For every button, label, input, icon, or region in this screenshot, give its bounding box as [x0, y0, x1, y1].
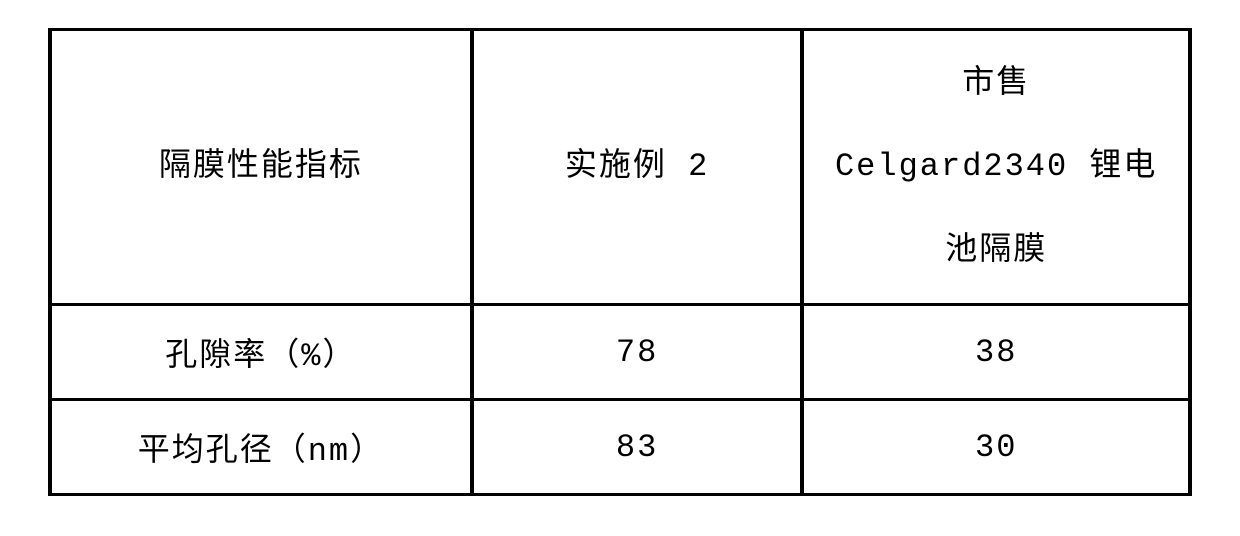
header-celgard: 市售 Celgard2340 锂电 池隔膜 — [802, 30, 1190, 305]
cell-poresize-label: 平均孔径（nm） — [50, 400, 472, 495]
header-metric: 隔膜性能指标 — [50, 30, 472, 305]
table-row: 平均孔径（nm） 83 30 — [50, 400, 1190, 495]
header-example2: 实施例 2 — [472, 30, 803, 305]
cell-porosity-celgard: 38 — [802, 305, 1190, 400]
header-celgard-line2: Celgard2340 锂电 — [835, 148, 1157, 185]
table-header-row: 隔膜性能指标 实施例 2 市售 Celgard2340 锂电 池隔膜 — [50, 30, 1190, 305]
cell-poresize-celgard: 30 — [802, 400, 1190, 495]
table-container: 隔膜性能指标 实施例 2 市售 Celgard2340 锂电 池隔膜 孔隙率（%… — [0, 0, 1240, 536]
header-celgard-line1: 市售 — [962, 65, 1030, 102]
separator-performance-table: 隔膜性能指标 实施例 2 市售 Celgard2340 锂电 池隔膜 孔隙率（%… — [48, 28, 1192, 496]
cell-porosity-example2: 78 — [472, 305, 803, 400]
table-row: 孔隙率（%） 78 38 — [50, 305, 1190, 400]
header-celgard-line3: 池隔膜 — [945, 232, 1047, 269]
cell-poresize-example2: 83 — [472, 400, 803, 495]
cell-porosity-label: 孔隙率（%） — [50, 305, 472, 400]
